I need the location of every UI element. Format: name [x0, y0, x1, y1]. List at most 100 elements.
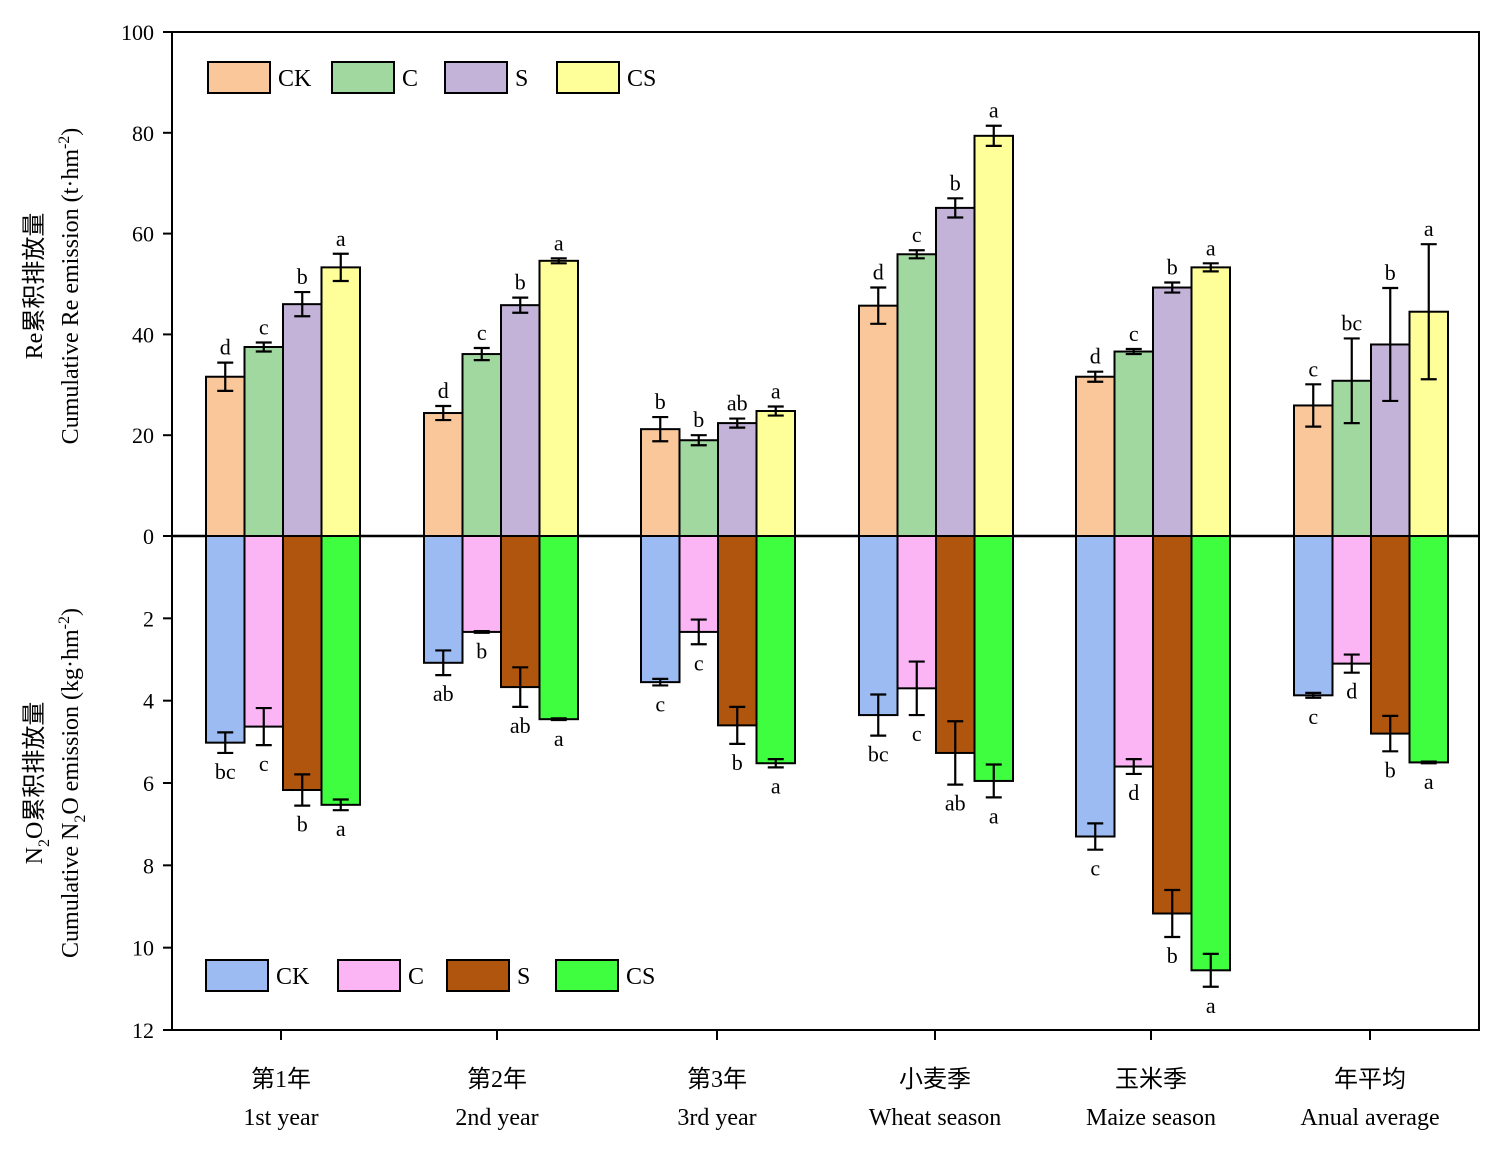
- x-category-label-en: Wheat season: [869, 1105, 1002, 1131]
- upper-legend-label-ck: CK: [278, 66, 312, 92]
- upper-legend-label-cs: CS: [627, 66, 656, 92]
- lower-legend-label-s: S: [517, 964, 530, 990]
- upper-significance-label: b: [1385, 260, 1396, 285]
- upper-bar-c: [678, 439, 719, 537]
- upper-y-axis-title-cn: Re累积排放量: [21, 213, 48, 360]
- lower-significance-label: b: [297, 812, 308, 837]
- lower-bar-ck: [640, 535, 681, 684]
- upper-bar-s: [500, 304, 541, 537]
- upper-y-tick-label: 100: [121, 20, 154, 45]
- lower-significance-label: ab: [510, 713, 531, 738]
- upper-significance-label: c: [1308, 356, 1318, 381]
- upper-significance-label: c: [1129, 321, 1139, 346]
- upper-bar-s: [282, 303, 323, 537]
- upper-significance-label: a: [1206, 235, 1216, 260]
- upper-significance-label: ab: [727, 391, 748, 416]
- lower-bar-c: [1113, 535, 1154, 768]
- lower-bar-cs: [1190, 535, 1231, 972]
- upper-legend-swatch-c: [331, 61, 395, 94]
- lower-bar-ck: [205, 535, 246, 744]
- upper-bar-ck: [858, 304, 899, 537]
- lower-bar-s: [500, 535, 541, 689]
- lower-significance-label: c: [655, 691, 665, 716]
- lower-bar-cs: [1408, 535, 1449, 764]
- lower-significance-label: c: [694, 650, 704, 675]
- lower-bar-c: [461, 535, 502, 633]
- lower-bar-s: [1152, 535, 1193, 915]
- x-category-label-en: 3rd year: [677, 1105, 756, 1131]
- x-category-label-en: 1st year: [243, 1105, 318, 1131]
- lower-significance-label: a: [554, 726, 564, 751]
- lower-bar-c: [1331, 535, 1372, 665]
- upper-significance-label: b: [1167, 254, 1178, 279]
- upper-legend-swatch-cs: [556, 61, 620, 94]
- upper-significance-label: a: [771, 378, 781, 403]
- lower-significance-label: c: [1308, 704, 1318, 729]
- lower-bar-cs: [755, 535, 796, 765]
- lower-significance-label: a: [1206, 993, 1216, 1018]
- upper-bar-cs: [538, 259, 579, 537]
- upper-bar-c: [1113, 350, 1154, 538]
- upper-legend: CK C S CS: [207, 61, 656, 94]
- lower-bar-cs: [538, 535, 579, 721]
- lower-legend-swatch-ck: [205, 959, 269, 992]
- upper-bar-ck: [1075, 375, 1116, 537]
- upper-bar-cs: [755, 410, 796, 537]
- x-category-label-en: Anual average: [1300, 1105, 1439, 1131]
- upper-y-tick-label: 60: [132, 222, 154, 247]
- upper-bar-cs: [973, 134, 1014, 537]
- lower-bar-c: [243, 535, 284, 728]
- upper-significance-label: d: [438, 378, 449, 403]
- lower-legend-swatch-c: [337, 959, 401, 992]
- lower-bar-ck: [423, 535, 464, 664]
- upper-legend-swatch-ck: [207, 61, 271, 94]
- upper-significance-label: c: [259, 314, 269, 339]
- lower-bar-c: [896, 535, 937, 690]
- lower-bar-c: [678, 535, 719, 633]
- upper-y-tick-label: 40: [132, 322, 154, 347]
- lower-legend-label-ck: CK: [276, 964, 310, 990]
- lower-y-tick-label: 6: [143, 771, 154, 796]
- upper-significance-label: a: [989, 98, 999, 123]
- upper-legend-label-c: C: [402, 66, 418, 92]
- upper-significance-label: b: [297, 264, 308, 289]
- lower-significance-label: ab: [945, 791, 966, 816]
- upper-bar-cs: [320, 266, 361, 537]
- lower-legend-label-c: C: [408, 964, 424, 990]
- upper-significance-label: d: [220, 335, 231, 360]
- lower-legend: CK C S CS: [205, 959, 655, 992]
- upper-bar-c: [243, 346, 284, 537]
- upper-significance-label: d: [873, 260, 884, 285]
- lower-significance-label: c: [259, 751, 269, 776]
- x-category-label-en: Maize season: [1086, 1105, 1216, 1131]
- lower-significance-label: a: [771, 773, 781, 798]
- lower-bar-s: [717, 535, 758, 727]
- lower-significance-label: a: [989, 803, 999, 828]
- x-category-label-en: 2nd year: [455, 1105, 538, 1131]
- lower-y-tick-label: 2: [143, 606, 154, 631]
- lower-significance-label: c: [912, 721, 922, 746]
- lower-bar-s: [282, 535, 323, 791]
- lower-bar-cs: [973, 535, 1014, 782]
- upper-bar-ck: [205, 375, 246, 537]
- upper-y-tick-label: 0: [143, 524, 154, 549]
- upper-significance-label: d: [1090, 344, 1101, 369]
- x-category-label-cn: 小麦季: [899, 1066, 971, 1093]
- upper-bar-ck: [640, 428, 681, 538]
- x-category-label-cn: 第2年: [467, 1066, 527, 1093]
- lower-legend-swatch-cs: [555, 959, 619, 992]
- upper-bar-s: [717, 422, 758, 537]
- lower-significance-label: b: [476, 639, 487, 664]
- lower-significance-label: a: [1424, 769, 1434, 794]
- lower-bar-ck: [858, 535, 899, 717]
- lower-y-ticks: 2 4 6 8 10 12: [132, 606, 172, 1043]
- plot-frame: [171, 31, 1480, 1031]
- upper-significance-label: c: [912, 222, 922, 247]
- lower-y-tick-label: 10: [132, 936, 154, 961]
- upper-significance-label: b: [950, 170, 961, 195]
- x-category-label-cn: 玉米季: [1115, 1066, 1187, 1093]
- lower-y-axis-title-cn: N2O累积排放量: [21, 702, 53, 865]
- lower-y-tick-label: 12: [132, 1018, 154, 1043]
- lower-legend-swatch-s: [446, 959, 510, 992]
